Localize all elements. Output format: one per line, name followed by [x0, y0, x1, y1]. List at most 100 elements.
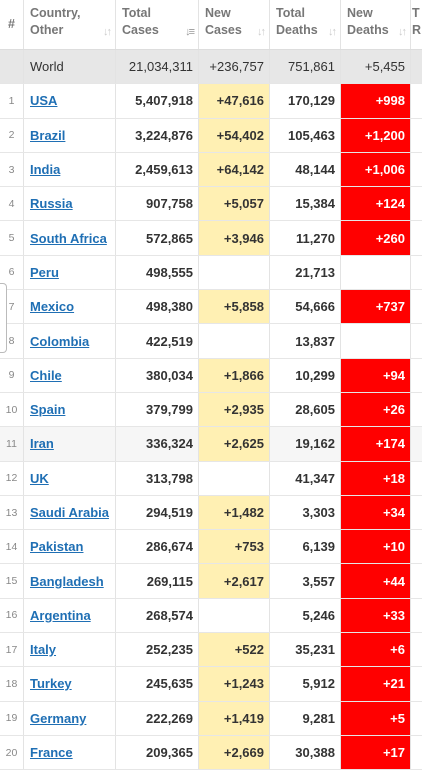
total-cases-cell: 313,798 — [116, 461, 199, 495]
table-row: 18 Turkey 245,635 +1,243 5,912 +21 — [0, 667, 422, 702]
new-deaths-cell: +44 — [341, 564, 411, 598]
total-deaths-cell: 19,162 — [270, 427, 341, 461]
new-deaths-cell: +18 — [341, 461, 411, 495]
total-deaths-cell: 3,303 — [270, 495, 341, 530]
table-row: 19 Germany 222,269 +1,419 9,281 +5 — [0, 701, 422, 736]
new-deaths-cell: +1,006 — [341, 152, 411, 187]
total-deaths-cell: 11,270 — [270, 221, 341, 255]
row-index: 12 — [0, 461, 24, 495]
header-index: # — [0, 0, 24, 49]
new-deaths-cell: +6 — [341, 633, 411, 667]
new-cases-cell — [199, 324, 270, 358]
table-row: 12 UK 313,798 41,347 +18 — [0, 461, 422, 496]
row-index: 16 — [0, 598, 24, 633]
new-cases-cell: +54,402 — [199, 118, 270, 152]
new-deaths-cell: +124 — [341, 187, 411, 221]
country-link[interactable]: Russia — [30, 196, 73, 212]
row-index: 8 — [0, 324, 24, 358]
country-link[interactable]: Pakistan — [30, 539, 84, 555]
total-cases-cell: 3,224,876 — [116, 118, 199, 152]
header-extra[interactable]: T R — [412, 6, 422, 37]
table-header: # Country, Other ↓↑ Total Cases ↓≡ New C… — [0, 0, 422, 50]
side-drawer-handle[interactable] — [0, 283, 7, 353]
total-cases-cell: 422,519 — [116, 324, 199, 358]
country-link[interactable]: India — [30, 162, 61, 178]
header-total-cases[interactable]: Total Cases ↓≡ — [116, 0, 199, 49]
total-cases-cell: 252,235 — [116, 633, 199, 667]
total-cases-cell: 268,574 — [116, 598, 199, 633]
country-link[interactable]: USA — [30, 93, 58, 109]
country-link[interactable]: South Africa — [30, 230, 107, 246]
new-deaths-cell — [341, 255, 411, 290]
total-cases-cell: 380,034 — [116, 358, 199, 392]
new-deaths-cell: +33 — [341, 598, 411, 633]
header-new-cases[interactable]: New Cases ↓↑ — [199, 0, 270, 49]
new-cases-cell: +2,625 — [199, 427, 270, 461]
country-link[interactable]: Bangladesh — [30, 573, 104, 589]
table-row: 16 Argentina 268,574 5,246 +33 — [0, 598, 422, 634]
country-link[interactable]: Colombia — [30, 333, 90, 349]
total-cases-cell: 245,635 — [116, 667, 199, 701]
new-deaths-cell — [341, 324, 411, 358]
new-deaths-cell: +737 — [341, 290, 411, 324]
country-link[interactable]: Chile — [30, 367, 62, 383]
row-index: 2 — [0, 118, 24, 152]
row-index: 14 — [0, 530, 24, 564]
table-row: 13 Saudi Arabia 294,519 +1,482 3,303 +34 — [0, 495, 422, 531]
row-index: 11 — [0, 427, 24, 461]
total-deaths-cell: 5,912 — [270, 667, 341, 701]
total-cases-cell: 294,519 — [116, 495, 199, 530]
header-total-deaths[interactable]: Total Deaths ↓↑ — [270, 0, 341, 49]
country-link[interactable]: Peru — [30, 264, 59, 280]
sort-arrows-icon: ↓↑ — [398, 26, 407, 38]
new-deaths-cell: +174 — [341, 427, 411, 461]
total-deaths-cell: 21,713 — [270, 255, 341, 290]
table-body: 1 USA 5,407,918 +47,616 170,129 +998 2 Brazil 3,… — [0, 84, 422, 770]
country-link[interactable]: Italy — [30, 642, 57, 658]
new-deaths-cell: +1,200 — [341, 118, 411, 152]
new-deaths-cell: +5 — [341, 701, 411, 735]
country-link[interactable]: Mexico — [30, 299, 75, 315]
country-link[interactable]: Iran — [30, 436, 54, 452]
new-cases-cell — [199, 598, 270, 633]
total-deaths-cell: 35,231 — [270, 633, 341, 667]
new-cases-cell: +3,946 — [199, 221, 270, 255]
total-deaths-cell: 5,246 — [270, 598, 341, 633]
total-deaths-cell: 170,129 — [270, 84, 341, 118]
header-new-deaths[interactable]: New Deaths ↓↑ — [341, 0, 411, 49]
new-cases-cell: +1,482 — [199, 495, 270, 530]
world-row: World 21,034,311 +236,757 751,861 +5,455 — [0, 50, 422, 85]
country-link[interactable]: Argentina — [30, 607, 91, 623]
total-cases-cell: 336,324 — [116, 427, 199, 461]
new-cases-cell: +1,419 — [199, 701, 270, 735]
table-row: 15 Bangladesh 269,115 +2,617 3,557 +44 — [0, 564, 422, 599]
new-cases-cell — [199, 461, 270, 495]
country-link[interactable]: Turkey — [30, 676, 72, 692]
country-link[interactable]: Saudi Arabia — [30, 505, 109, 520]
country-link[interactable]: Germany — [30, 710, 87, 726]
row-index: 10 — [0, 392, 24, 427]
total-cases-cell: 572,865 — [116, 221, 199, 255]
country-link[interactable]: Spain — [30, 402, 66, 418]
country-link[interactable]: France — [30, 745, 73, 761]
country-link[interactable]: UK — [30, 470, 49, 486]
new-cases-cell: +2,935 — [199, 392, 270, 427]
total-deaths-cell: 105,463 — [270, 118, 341, 152]
row-index: 6 — [0, 255, 24, 290]
total-cases-cell: 5,407,918 — [116, 84, 199, 118]
new-cases-cell: +753 — [199, 530, 270, 564]
total-cases-cell: 269,115 — [116, 564, 199, 598]
total-deaths-cell: 54,666 — [270, 290, 341, 324]
new-deaths-cell: +17 — [341, 735, 411, 770]
total-deaths-cell: 6,139 — [270, 530, 341, 564]
row-index: 13 — [0, 495, 24, 530]
table-row: 10 Spain 379,799 +2,935 28,605 +26 — [0, 392, 422, 428]
header-country[interactable]: Country, Other ↓↑ — [24, 0, 116, 49]
new-deaths-cell: +260 — [341, 221, 411, 255]
total-cases-cell: 498,555 — [116, 255, 199, 290]
table-row: 11 Iran 336,324 +2,625 19,162 +174 — [0, 427, 422, 462]
new-cases-cell: +2,669 — [199, 735, 270, 770]
country-link[interactable]: Brazil — [30, 127, 66, 143]
new-deaths-cell: +21 — [341, 667, 411, 701]
